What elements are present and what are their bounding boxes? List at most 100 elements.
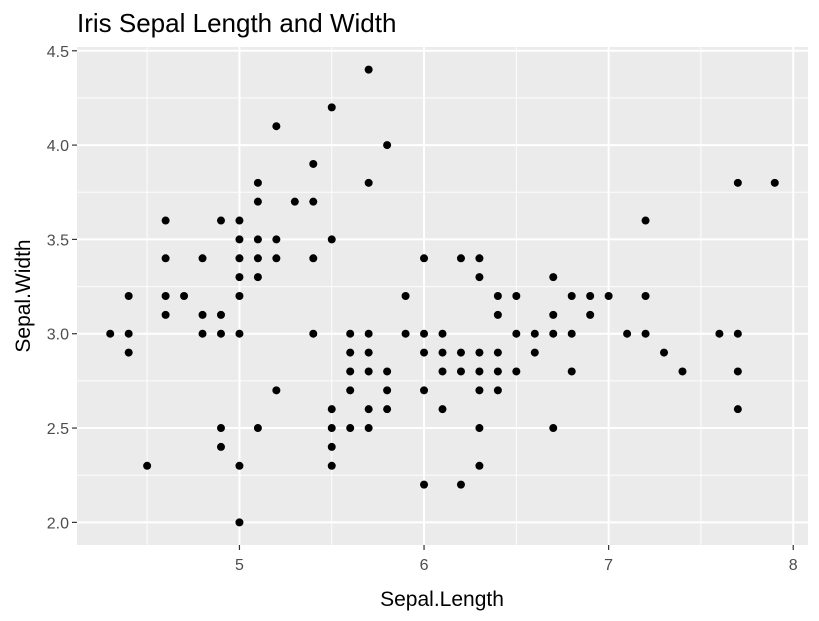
data-point — [124, 292, 133, 300]
data-point — [475, 273, 484, 282]
data-point — [456, 254, 465, 263]
data-point — [253, 273, 262, 282]
data-point — [678, 367, 687, 376]
y-tick-label: 2.5 — [47, 421, 69, 438]
data-point — [549, 273, 558, 282]
data-point — [198, 329, 207, 338]
data-points — [106, 65, 779, 527]
plot-panel — [77, 47, 808, 545]
data-point — [272, 386, 281, 395]
data-point — [235, 235, 244, 244]
data-point — [216, 310, 225, 319]
y-axis-title: Sepal.Width — [12, 239, 35, 352]
data-point — [124, 329, 133, 338]
data-point — [420, 386, 429, 395]
data-point — [327, 103, 336, 112]
data-point — [512, 292, 521, 300]
data-point — [346, 348, 355, 357]
data-point — [549, 329, 558, 338]
data-point — [733, 178, 742, 187]
data-point — [161, 310, 170, 319]
data-point — [493, 386, 502, 395]
data-point — [253, 235, 262, 244]
data-point — [586, 310, 595, 319]
data-point — [456, 367, 465, 376]
data-point — [715, 329, 724, 338]
data-point — [733, 367, 742, 376]
data-point — [364, 405, 373, 414]
data-point — [475, 367, 484, 376]
data-point — [235, 273, 244, 282]
data-point — [733, 405, 742, 414]
data-point — [512, 329, 521, 338]
data-point — [401, 329, 410, 338]
y-tick-label: 3.0 — [47, 327, 69, 344]
data-point — [401, 292, 410, 300]
data-point — [346, 329, 355, 338]
y-tick-label: 2.0 — [47, 515, 69, 532]
x-tick-label: 5 — [235, 557, 244, 574]
data-point — [216, 216, 225, 225]
x-axis: 5 6 7 8 — [235, 545, 798, 574]
data-point — [438, 329, 447, 338]
data-point — [143, 461, 152, 470]
data-point — [309, 159, 318, 168]
data-point — [475, 461, 484, 470]
data-point — [216, 329, 225, 338]
data-point — [567, 329, 576, 338]
data-point — [456, 348, 465, 357]
data-point — [733, 329, 742, 338]
data-point — [530, 348, 539, 357]
data-point — [180, 292, 189, 300]
data-point — [475, 424, 484, 433]
data-point — [530, 329, 539, 338]
data-point — [493, 310, 502, 319]
data-point — [106, 329, 115, 338]
data-point — [567, 367, 576, 376]
data-point — [549, 424, 558, 433]
data-point — [235, 254, 244, 263]
data-point — [641, 329, 650, 338]
data-point — [364, 65, 373, 74]
data-point — [216, 424, 225, 433]
x-tick-label: 6 — [420, 557, 429, 574]
data-point — [549, 310, 558, 319]
data-point — [364, 348, 373, 357]
data-point — [272, 235, 281, 244]
data-point — [623, 329, 632, 338]
data-point — [383, 386, 392, 395]
data-point — [253, 178, 262, 187]
data-point — [346, 367, 355, 376]
x-axis-title: Sepal.Length — [380, 588, 504, 611]
data-point — [346, 424, 355, 433]
y-tick-label: 3.5 — [47, 232, 69, 249]
data-point — [327, 405, 336, 414]
data-point — [290, 197, 299, 206]
data-point — [124, 348, 133, 357]
data-point — [475, 254, 484, 263]
data-point — [309, 254, 318, 263]
data-point — [235, 518, 244, 527]
data-point — [475, 348, 484, 357]
data-point — [475, 386, 484, 395]
data-point — [327, 442, 336, 451]
data-point — [438, 405, 447, 414]
data-point — [456, 480, 465, 489]
data-point — [420, 254, 429, 263]
data-point — [346, 386, 355, 395]
data-point — [216, 442, 225, 451]
data-point — [327, 235, 336, 244]
data-point — [383, 405, 392, 414]
data-point — [493, 367, 502, 376]
data-point — [253, 254, 262, 263]
y-tick-label: 4.5 — [47, 44, 69, 61]
data-point — [161, 292, 170, 300]
data-point — [364, 178, 373, 187]
data-point — [512, 367, 521, 376]
data-point — [235, 461, 244, 470]
data-point — [383, 141, 392, 150]
data-point — [604, 292, 613, 300]
data-point — [493, 348, 502, 357]
data-point — [309, 197, 318, 206]
